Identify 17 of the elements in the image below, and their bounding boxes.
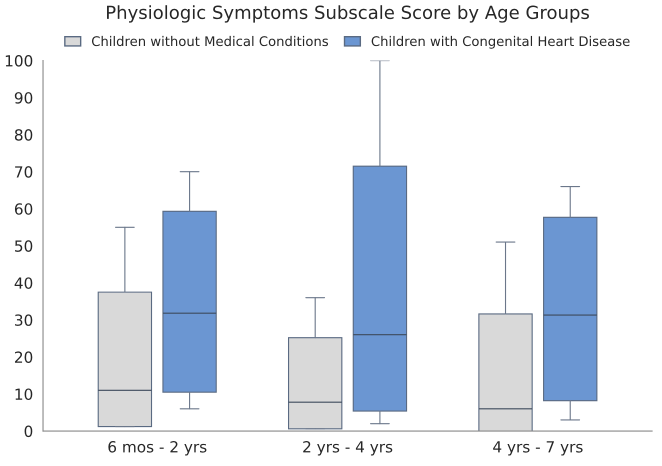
y-tick-label: 0 xyxy=(24,426,32,438)
y-tick-label: 100 xyxy=(6,55,32,67)
y-tick-label: 10 xyxy=(16,388,32,400)
legend-label: Children with Congenital Heart Disease xyxy=(372,36,630,49)
x-tick-label: 6 mos - 2 yrs xyxy=(108,441,206,456)
y-tick-label: 70 xyxy=(15,166,32,178)
y-tick-label: 40 xyxy=(14,277,32,289)
x-tick-label: 4 yrs - 7 yrs xyxy=(493,441,583,456)
y-tick-label: 60 xyxy=(14,203,32,215)
y-tick-label: 20 xyxy=(14,351,32,363)
y-tick-label: 50 xyxy=(15,240,32,252)
y-tick-label: 90 xyxy=(14,92,32,104)
x-tick-label: 2 yrs - 4 yrs xyxy=(303,441,392,456)
chart-title: Physiologic Symptoms Subscale Score by Age Groups xyxy=(107,5,589,23)
y-tick-label: 80 xyxy=(14,129,32,141)
legend-label: Children without Medical Conditions xyxy=(92,36,328,46)
y-tick-label: 30 xyxy=(15,314,32,326)
